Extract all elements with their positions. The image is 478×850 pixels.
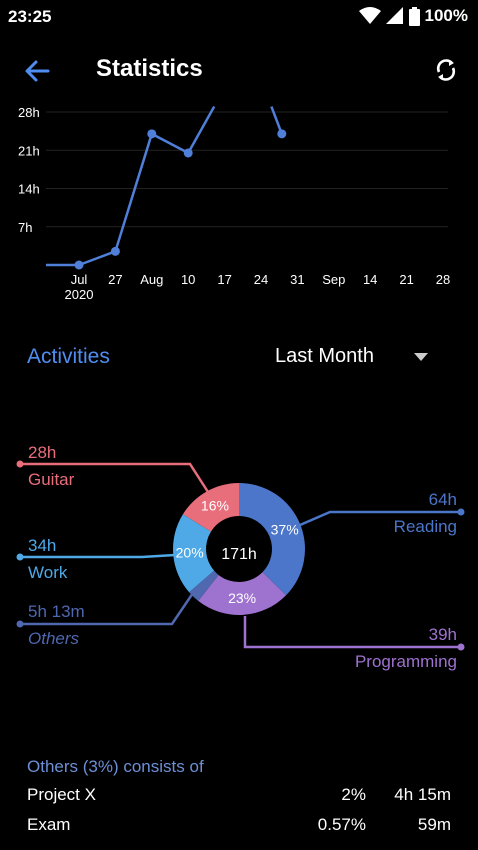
donut-total: 171h (221, 546, 257, 563)
callout-duration: 39h (429, 625, 457, 644)
donut-slice-percent: 23% (228, 590, 256, 606)
donut-slice-reading[interactable] (239, 483, 306, 596)
others-item-duration: 4h 15m (394, 785, 451, 804)
data-point[interactable] (110, 246, 120, 256)
donut-slice-programming[interactable] (198, 572, 287, 615)
donut-percent-labels: 37% 23% 20% 16% (176, 497, 299, 606)
leader-dot (457, 643, 465, 651)
data-point[interactable] (277, 129, 287, 139)
activities-title: Activities (27, 345, 110, 368)
callout-duration: 5h 13m (28, 602, 85, 621)
leader-dot (16, 460, 24, 468)
leader-line (20, 553, 176, 559)
leader-dot (16, 620, 24, 628)
leader-line (20, 462, 210, 493)
callout-name: Programming (355, 652, 457, 671)
x-tick-label: 27 (108, 272, 122, 287)
signal-icon (385, 7, 403, 24)
x-tick-label: 21 (399, 272, 413, 287)
data-point[interactable] (147, 129, 157, 139)
x-axis-labels: Jul 2020 27 Aug 10 17 24 31 Sep 14 21 28 (65, 272, 451, 302)
status-icons: 100% (358, 6, 468, 26)
x-tick-label: 17 (217, 272, 231, 287)
y-tick-label: 14h (18, 182, 40, 197)
refresh-icon (436, 59, 456, 81)
chart-grid (46, 111, 448, 228)
donut-slice-others[interactable] (189, 570, 219, 601)
data-point[interactable] (74, 260, 84, 270)
callout-duration: 64h (429, 490, 457, 509)
leader-dot (16, 553, 24, 561)
status-bar: 23:25 100% (0, 0, 478, 34)
leader-line (20, 589, 197, 626)
activities-donut-chart: 37% 23% 20% 16% 171h 64h Reading 39h Programmi… (16, 443, 465, 671)
donut-slice-percent: 20% (176, 545, 204, 561)
x-tick-label: 28 (436, 272, 450, 287)
donut-slices (173, 483, 306, 615)
x-tick-label: 24 (254, 272, 268, 287)
x-tick-label: 31 (290, 272, 304, 287)
hours-line-chart: 28h 21h 14h 7h Jul 2020 27 Aug 10 17 24 31 Sep 14 21 2… (18, 105, 451, 302)
battery-percent: 100% (424, 6, 468, 25)
others-item: Exam 0.57% 59m (27, 815, 451, 839)
period-value: Last Month (275, 345, 374, 367)
y-tick-label: 7h (18, 220, 32, 235)
others-item-percent: 2% (341, 785, 366, 804)
callout-duration: 28h (28, 443, 56, 462)
y-tick-label: 21h (18, 143, 40, 158)
refresh-button[interactable] (430, 54, 462, 86)
arrow-back-icon (25, 60, 50, 82)
donut-callout-labels: 64h Reading 39h Programming 5h 13m Others 34h W… (28, 443, 457, 671)
others-item-duration: 59m (417, 815, 451, 834)
y-axis-labels: 28h 21h 14h 7h (18, 105, 40, 235)
callout-name: Guitar (28, 470, 75, 489)
donut-slice-percent: 37% (271, 522, 299, 538)
x-tick-label: 10 (181, 272, 195, 287)
leader-dot (457, 508, 465, 516)
period-dropdown[interactable]: Last Month (275, 345, 428, 368)
data-point[interactable] (183, 148, 193, 158)
battery-icon (408, 6, 420, 26)
others-item: Project X 2% 4h 15m (27, 785, 451, 809)
others-item-percent: 0.57% (317, 815, 366, 834)
leader-line (299, 510, 461, 527)
status-time: 23:25 (8, 7, 52, 26)
x-tick-label: 14 (363, 272, 377, 287)
callout-duration: 34h (28, 536, 56, 555)
dropdown-arrow-icon (413, 352, 428, 361)
callout-name: Others (28, 629, 80, 648)
y-tick-label: 28h (18, 105, 40, 120)
donut-slice-work[interactable] (173, 514, 215, 593)
donut-slice-percent: 16% (201, 497, 229, 513)
x-tick-label: Aug (140, 272, 163, 287)
app-bar: Statistics (0, 44, 478, 96)
donut-slice-guitar[interactable] (182, 483, 239, 532)
wifi-icon (358, 7, 381, 24)
others-heading: Others (3%) consists of (27, 757, 204, 776)
others-item-name: Exam (27, 815, 71, 834)
x-tick-label: Jul 2020 (65, 272, 94, 302)
page-title: Statistics (96, 55, 203, 82)
donut-leader-lines (16, 460, 465, 651)
chart-series (46, 106, 287, 270)
back-button[interactable] (22, 56, 52, 86)
x-tick-label: Sep (322, 272, 345, 287)
callout-name: Reading (394, 517, 457, 536)
callout-name: Work (28, 563, 68, 582)
series-line (78, 106, 216, 267)
series-line (270, 106, 283, 135)
leader-line (243, 616, 461, 649)
others-item-name: Project X (27, 785, 96, 804)
